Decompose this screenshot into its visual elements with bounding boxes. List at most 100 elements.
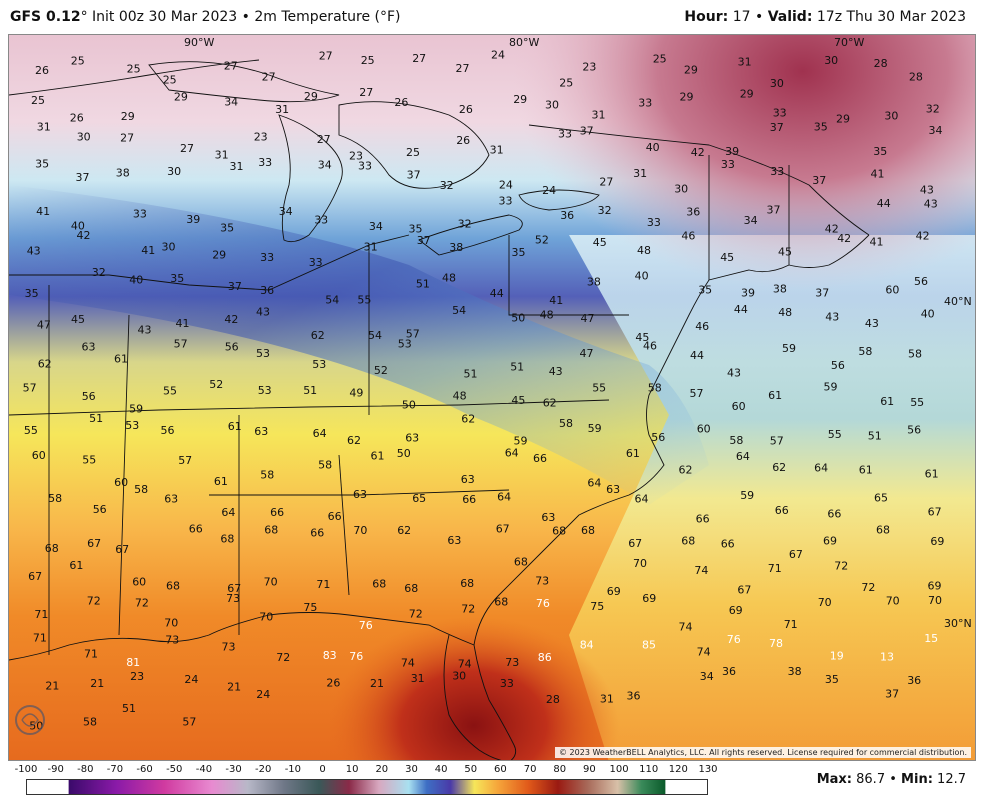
station-temperature: 44 <box>734 303 748 316</box>
temperature-map[interactable]: 90°W 80°W 70°W 40°N 30°N 26 25 25 25 27 27 27 2… <box>8 34 976 761</box>
station-temperature: 13 <box>880 650 894 663</box>
station-temperature: 29 <box>304 90 318 103</box>
station-temperature: 31 <box>215 149 229 162</box>
station-temperature: 40 <box>129 273 143 286</box>
station-temperature: 86 <box>538 651 552 664</box>
station-temperature: 71 <box>84 648 98 661</box>
station-temperature: 53 <box>258 384 272 397</box>
station-temperature: 70 <box>633 557 647 570</box>
station-temperature: 67 <box>115 543 129 556</box>
station-temperature: 47 <box>37 318 51 331</box>
station-temperature: 57 <box>690 387 704 400</box>
station-temperature: 28 <box>909 70 923 83</box>
station-temperature: 58 <box>83 716 97 729</box>
station-temperature: 32 <box>458 217 472 230</box>
station-temperature: 30 <box>162 240 176 253</box>
colorbar-tick-label: -90 <box>47 764 64 775</box>
station-temperature: 66 <box>721 537 735 550</box>
station-temperature: 37 <box>228 280 242 293</box>
station-temperature: 36 <box>722 665 736 678</box>
station-temperature: 23 <box>254 131 268 144</box>
maxmin-separator: • <box>889 772 897 787</box>
station-temperature: 68 <box>460 577 474 590</box>
station-temperature: 25 <box>163 74 177 87</box>
state-border-5 <box>338 454 350 596</box>
station-temperature: 34 <box>929 124 943 137</box>
station-temperature: 50 <box>511 312 525 325</box>
station-temperature: 61 <box>228 420 242 433</box>
station-temperature: 33 <box>499 195 513 208</box>
station-temperature: 31 <box>600 693 614 706</box>
station-temperature: 57 <box>23 382 37 395</box>
station-temperature: 39 <box>725 145 739 158</box>
station-temperature: 36 <box>686 206 700 219</box>
station-temperature: 15 <box>924 632 938 645</box>
colorbar-tick-label: 0 <box>319 764 326 775</box>
canada-border-west <box>9 59 260 96</box>
station-temperature: 43 <box>920 183 934 196</box>
max-min-readout: Max: 86.7 • Min: 12.7 <box>817 772 966 787</box>
station-temperature: 51 <box>464 368 478 381</box>
station-temperature: 60 <box>697 423 711 436</box>
colorbar-tick-label: -80 <box>77 764 94 775</box>
station-temperature: 85 <box>642 638 656 651</box>
station-temperature: 64 <box>313 427 327 440</box>
station-temperature: 58 <box>318 459 332 472</box>
station-temperature: 61 <box>69 559 83 572</box>
station-temperature: 23 <box>582 61 596 74</box>
station-temperature: 41 <box>36 205 50 218</box>
station-temperature: 64 <box>814 462 828 475</box>
station-temperature: 24 <box>256 688 270 701</box>
station-temperature: 43 <box>256 306 270 319</box>
header-bar: GFS 0.12° Init 00z 30 Mar 2023 • 2m Temp… <box>0 0 984 34</box>
station-temperature: 33 <box>133 207 147 220</box>
station-temperature: 76 <box>727 633 741 646</box>
station-temperature: 70 <box>928 594 942 607</box>
station-temperature: 43 <box>727 366 741 379</box>
station-temperature: 27 <box>319 49 333 62</box>
colorbar-tick-label: -10 <box>284 764 302 775</box>
station-temperature: 61 <box>925 468 939 481</box>
station-temperature: 51 <box>303 384 317 397</box>
station-temperature: 51 <box>868 429 882 442</box>
station-temperature: 57 <box>174 338 188 351</box>
lake-michigan <box>278 114 343 243</box>
station-temperature: 73 <box>226 592 240 605</box>
station-temperature: 34 <box>224 96 238 109</box>
colorbar-tick-label: 50 <box>464 764 478 775</box>
station-temperature: 83 <box>323 649 337 662</box>
station-temperature: 29 <box>740 87 754 100</box>
colorbar-tick-label: 90 <box>583 764 596 775</box>
station-temperature: 25 <box>71 54 85 67</box>
station-temperature: 31 <box>592 109 606 122</box>
station-temperature: 47 <box>581 312 595 325</box>
station-temperature: 62 <box>38 358 52 371</box>
state-border-3 <box>209 489 510 496</box>
station-temperature: 58 <box>858 345 872 358</box>
station-temperature: 42 <box>916 230 930 243</box>
station-temperature: 34 <box>700 670 714 683</box>
station-temperature: 37 <box>812 174 826 187</box>
station-temperature: 25 <box>406 146 420 159</box>
station-temperature: 33 <box>258 156 272 169</box>
colorbar: -100 -90 -80 -70 -60 -50 -40 -30 -20 -10 0 10 20 30 40… <box>8 764 984 808</box>
station-temperature: 51 <box>510 360 524 373</box>
station-temperature: 27 <box>180 142 194 155</box>
station-temperature: 70 <box>264 575 278 588</box>
station-temperature: 55 <box>163 385 177 398</box>
station-temperature: 68 <box>581 524 595 537</box>
valid-time-info: Hour: 17 • Valid: 17z Thu 30 Mar 2023 <box>684 9 966 25</box>
station-temperature: 68 <box>494 596 508 609</box>
station-temperature: 37 <box>407 169 421 182</box>
station-temperature: 71 <box>33 632 47 645</box>
station-temperature: 26 <box>70 111 84 124</box>
station-temperature: 49 <box>349 386 363 399</box>
station-temperature: 73 <box>505 656 519 669</box>
station-temperature: 68 <box>552 525 566 538</box>
station-temperature: 19 <box>830 650 844 663</box>
station-temperature: 42 <box>825 222 839 235</box>
station-temperature: 66 <box>827 508 841 521</box>
station-temperature: 52 <box>209 378 223 391</box>
station-temperature: 62 <box>347 434 361 447</box>
station-temperature: 26 <box>394 96 408 109</box>
